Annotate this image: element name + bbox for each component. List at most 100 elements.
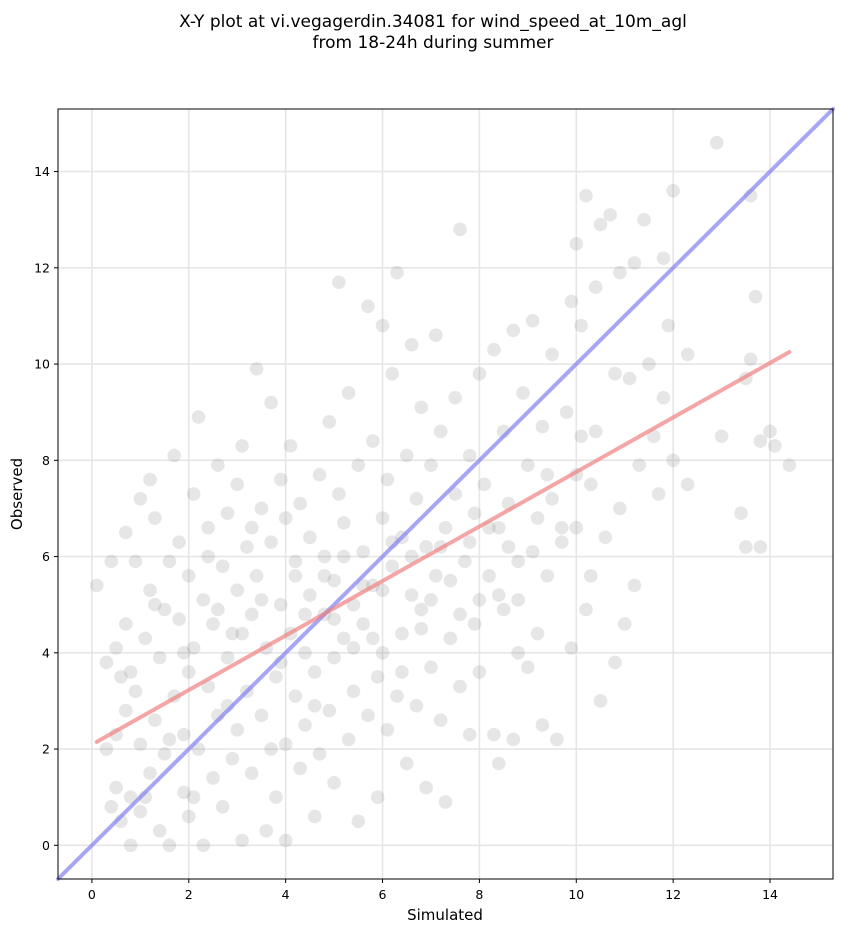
data-point [138, 631, 152, 646]
identity-line [56, 107, 835, 881]
data-point [409, 492, 424, 506]
data-point [521, 458, 535, 472]
data-point [167, 448, 182, 463]
data-point [734, 506, 748, 521]
data-point [274, 472, 288, 487]
data-point [351, 814, 366, 829]
data-point [579, 188, 593, 203]
data-point [123, 838, 138, 853]
data-point [341, 732, 356, 747]
data-point [739, 540, 753, 554]
data-point [128, 554, 143, 569]
data-point [462, 727, 477, 742]
data-point [327, 650, 341, 665]
data-point [303, 588, 317, 602]
data-point [627, 578, 642, 593]
data-point [535, 419, 550, 434]
data-point [312, 747, 327, 761]
data-point [220, 506, 235, 521]
data-point [293, 496, 307, 511]
data-point [225, 751, 240, 766]
data-point [143, 472, 157, 487]
data-point [157, 747, 172, 761]
data-point [608, 655, 622, 670]
data-point [506, 732, 521, 747]
data-point [288, 569, 303, 583]
data-point [467, 617, 482, 631]
data-point [206, 771, 220, 785]
data-point [390, 689, 404, 703]
data-point [366, 434, 380, 448]
data-point [399, 448, 414, 463]
data-point [215, 559, 230, 573]
data-point [123, 665, 138, 679]
data-point [574, 429, 588, 444]
data-point [351, 458, 366, 472]
chart-title-line-2: from 18-24h during summer [313, 33, 554, 53]
data-point [123, 790, 138, 804]
data-point [593, 694, 608, 708]
x-axis-label: Simulated [407, 906, 483, 924]
data-point [303, 530, 317, 545]
data-point [545, 347, 559, 362]
data-point [530, 511, 545, 525]
data-point [99, 742, 114, 756]
data-point [162, 554, 177, 569]
data-point [743, 352, 758, 367]
data-point [162, 732, 177, 747]
data-point [298, 607, 312, 622]
data-point [487, 727, 501, 742]
data-point [148, 713, 162, 727]
data-point [177, 785, 191, 800]
data-point [201, 520, 215, 535]
data-point [714, 429, 729, 444]
data-point [332, 487, 346, 501]
data-point [656, 251, 671, 265]
data-point [424, 660, 438, 675]
data-point [181, 569, 196, 583]
data-point [477, 477, 492, 492]
data-point [554, 520, 569, 535]
data-point [191, 410, 206, 424]
data-point [186, 487, 201, 501]
data-point [545, 492, 559, 506]
data-point [540, 569, 555, 583]
data-point [375, 583, 390, 598]
data-point [472, 366, 487, 381]
x-tick-label: 10 [568, 887, 584, 902]
data-point [404, 338, 419, 352]
data-point [366, 631, 380, 646]
data-point [385, 559, 400, 573]
data-point [177, 646, 191, 660]
data-point [433, 424, 448, 439]
data-point [525, 544, 540, 559]
data-point [244, 766, 259, 780]
data-point [336, 631, 351, 646]
data-point [244, 607, 259, 622]
data-point [196, 593, 211, 607]
data-point [414, 400, 429, 415]
data-point [632, 458, 647, 472]
data-point [438, 520, 453, 535]
data-point [99, 655, 114, 670]
data-point [269, 670, 283, 684]
data-point [404, 549, 419, 564]
data-point [264, 395, 278, 410]
data-point [588, 424, 603, 439]
y-tick-label: 8 [42, 453, 50, 468]
data-point [254, 501, 269, 516]
data-point [482, 569, 496, 583]
data-point [666, 184, 680, 198]
data-point [627, 256, 642, 270]
data-point [336, 516, 351, 530]
data-point [491, 756, 506, 771]
data-point [511, 554, 525, 569]
grid [58, 109, 833, 879]
y-tick-label: 4 [42, 645, 50, 660]
data-point [356, 544, 370, 559]
x-tick-label: 4 [282, 887, 290, 902]
data-point [443, 631, 458, 646]
data-point [375, 318, 390, 333]
data-point [235, 439, 249, 453]
data-point [181, 665, 196, 679]
